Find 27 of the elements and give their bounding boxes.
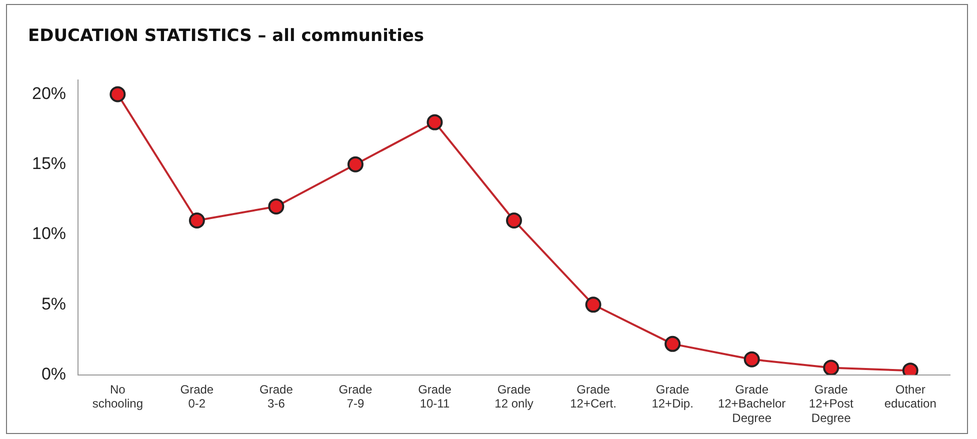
- y-tick-label: 20%: [32, 84, 66, 103]
- x-tick-label: Grade 12 only: [494, 382, 534, 411]
- y-tick-label: 0%: [41, 364, 66, 384]
- point: [347, 156, 364, 172]
- x-tick-label: Grade 12+Bachelor Degree: [718, 382, 786, 426]
- point: [664, 336, 681, 352]
- y-tick-label: 5%: [41, 294, 66, 314]
- x-tick-label: No schooling: [92, 382, 144, 411]
- x-tick-label: Other education: [884, 382, 936, 411]
- point: [188, 212, 205, 228]
- x-tick-label: Grade 12+Dip.: [652, 382, 694, 411]
- point: [110, 86, 126, 102]
- point: [823, 360, 840, 375]
- x-tick-label: Grade 0-2: [180, 382, 214, 411]
- y-tick-label: 10%: [32, 224, 66, 244]
- point: [506, 212, 522, 228]
- x-tick-label: Grade 7-9: [338, 382, 372, 411]
- point: [426, 114, 443, 130]
- x-tick-label: Grade 10-11: [418, 382, 452, 411]
- x-tick-label: Grade 12+Post Degree: [808, 382, 854, 426]
- x-tick-label: Grade 12+Cert.: [570, 382, 616, 411]
- y-tick-label: 15%: [32, 154, 66, 174]
- point: [744, 351, 760, 368]
- x-tick-label: Grade 3-6: [260, 382, 294, 411]
- point: [268, 198, 284, 214]
- point: [585, 296, 602, 313]
- chart-title: EDUCATION STATISTICS – all communities: [28, 26, 424, 46]
